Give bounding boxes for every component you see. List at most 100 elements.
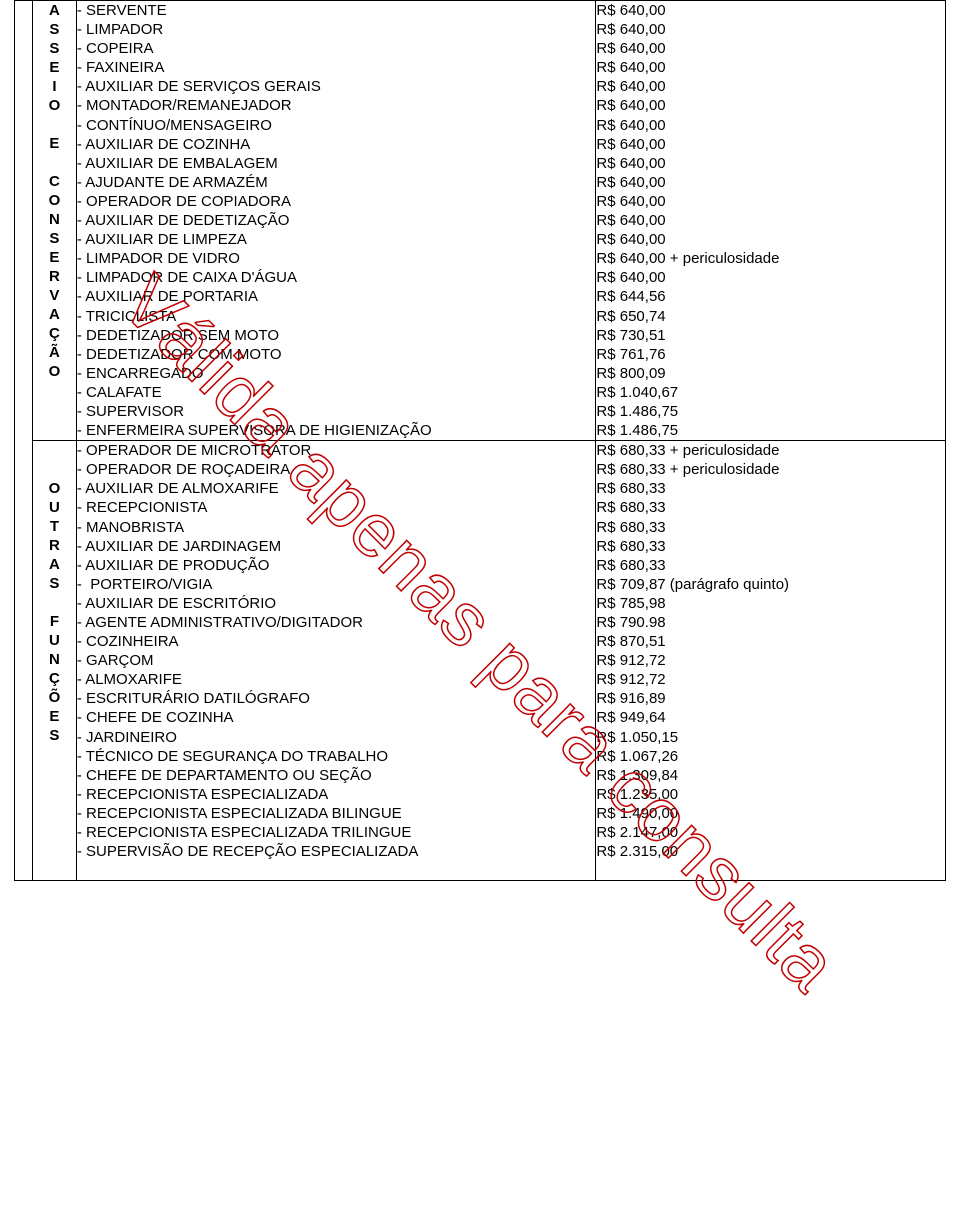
job-label: - RECEPCIONISTA ESPECIALIZADA BILINGUE: [77, 804, 596, 823]
salary-value: R$ 912,72: [596, 670, 945, 689]
salary-value: R$ 640,00: [596, 135, 945, 154]
job-label: - CHEFE DE DEPARTAMENTO OU SEÇÃO: [77, 766, 596, 785]
category-letter: E: [33, 248, 76, 267]
category-letter: N: [33, 650, 76, 669]
job-label: - RECEPCIONISTA: [77, 498, 596, 517]
job-label: - ENCARREGADO: [77, 364, 596, 383]
values-cell-1: R$ 640,00R$ 640,00R$ 640,00R$ 640,00R$ 6…: [596, 1, 946, 441]
salary-value: R$ 2.147,00: [596, 823, 945, 842]
category-letter: C: [33, 172, 76, 191]
salary-value: R$ 640,00: [596, 39, 945, 58]
job-label: - MONTADOR/REMANEJADOR: [77, 96, 596, 115]
category-letter: A: [33, 1, 76, 20]
salary-value: R$ 2.315,00: [596, 842, 945, 861]
job-label: - OPERADOR DE COPIADORA: [77, 192, 596, 211]
job-label: - COPEIRA: [77, 39, 596, 58]
job-label: - SERVENTE: [77, 1, 596, 20]
left-gutter-cell: [15, 1, 33, 881]
job-label: - MANOBRISTA: [77, 518, 596, 537]
salary-value: R$ 640,00: [596, 1, 945, 20]
category-letter: A: [33, 305, 76, 324]
salary-value: R$ 640,00: [596, 268, 945, 287]
salary-value: R$ 870,51: [596, 632, 945, 651]
salary-value: R$ 640,00: [596, 58, 945, 77]
values-cell-2: R$ 680,33 + periculosidadeR$ 680,33 + pe…: [596, 441, 946, 881]
job-label: - AGENTE ADMINISTRATIVO/DIGITADOR: [77, 613, 596, 632]
job-label: - COZINHEIRA: [77, 632, 596, 651]
salary-value: R$ 1.486,75: [596, 402, 945, 421]
salary-value: R$ 644,56: [596, 287, 945, 306]
category-cell-1: ASSEIO E CONSERVAÇÃO: [32, 1, 76, 441]
salary-value: R$ 640,00: [596, 230, 945, 249]
category-letter: S: [33, 20, 76, 39]
category-letter: S: [33, 39, 76, 58]
salary-value: R$ 640,00: [596, 77, 945, 96]
job-label: - TÉCNICO DE SEGURANÇA DO TRABALHO: [77, 747, 596, 766]
job-label: - LIMPADOR DE CAIXA D'ÁGUA: [77, 268, 596, 287]
salary-value: R$ 680,33 + periculosidade: [596, 441, 945, 460]
category-letter: [33, 115, 76, 134]
salary-table: ASSEIO E CONSERVAÇÃO - SERVENTE- LIMPADO…: [14, 0, 946, 881]
category-letter: E: [33, 58, 76, 77]
category-letter: Ã: [33, 343, 76, 362]
salary-value: R$ 680,33: [596, 518, 945, 537]
job-label: - TRICICLISTA: [77, 307, 596, 326]
salary-value: R$ 912,72: [596, 651, 945, 670]
category-letter: U: [33, 498, 76, 517]
job-label: - AUXILIAR DE COZINHA: [77, 135, 596, 154]
category-letter: O: [33, 191, 76, 210]
category-letter: V: [33, 286, 76, 305]
job-label: - CONTÍNUO/MENSAGEIRO: [77, 116, 596, 135]
category-letter: [33, 153, 76, 172]
salary-value: R$ 1.309,84: [596, 766, 945, 785]
job-label: - AUXILIAR DE PRODUÇÃO: [77, 556, 596, 575]
job-label: - SUPERVISOR: [77, 402, 596, 421]
job-label: - SUPERVISÃO DE RECEPÇÃO ESPECIALIZADA: [77, 842, 596, 861]
job-label: - AJUDANTE DE ARMAZÉM: [77, 173, 596, 192]
job-label: - LIMPADOR DE VIDRO: [77, 249, 596, 268]
salary-value: R$ 709,87 (parágrafo quinto): [596, 575, 945, 594]
salary-value: R$ 761,76: [596, 345, 945, 364]
jobs-cell-2: - OPERADOR DE MICROTRATOR- OPERADOR DE R…: [76, 441, 596, 881]
category-letter: S: [33, 229, 76, 248]
job-label: - ESCRITURÁRIO DATILÓGRAFO: [77, 689, 596, 708]
salary-value: R$ 680,33 + periculosidade: [596, 460, 945, 479]
job-label: - AUXILIAR DE ALMOXARIFE: [77, 479, 596, 498]
job-label: - AUXILIAR DE SERVIÇOS GERAIS: [77, 77, 596, 96]
job-label: - PORTEIRO/VIGIA: [77, 575, 596, 594]
salary-value: R$ 640,00: [596, 173, 945, 192]
category-letter: O: [33, 96, 76, 115]
job-label: - AUXILIAR DE LIMPEZA: [77, 230, 596, 249]
salary-value: R$ 640,00: [596, 211, 945, 230]
category-letter: I: [33, 77, 76, 96]
category-letter: S: [33, 574, 76, 593]
category-letter: A: [33, 555, 76, 574]
job-label: - ENFERMEIRA SUPERVISORA DE HIGIENIZAÇÃO: [77, 421, 596, 440]
category-letter: Ç: [33, 324, 76, 343]
salary-value: R$ 1.490,00: [596, 804, 945, 823]
salary-value: R$ 640,00: [596, 20, 945, 39]
category-letter: R: [33, 536, 76, 555]
job-label: - AUXILIAR DE ESCRITÓRIO: [77, 594, 596, 613]
salary-value: R$ 650,74: [596, 307, 945, 326]
salary-value: R$ 1.040,67: [596, 383, 945, 402]
jobs-cell-1: - SERVENTE- LIMPADOR- COPEIRA- FAXINEIRA…: [76, 1, 596, 441]
category-letter: S: [33, 726, 76, 745]
job-label: - GARÇOM: [77, 651, 596, 670]
job-label: - OPERADOR DE ROÇADEIRA: [77, 460, 596, 479]
job-label: - CHEFE DE COZINHA: [77, 708, 596, 727]
salary-value: R$ 640,00: [596, 116, 945, 135]
job-label: - AUXILIAR DE PORTARIA: [77, 287, 596, 306]
category-letter: Õ: [33, 688, 76, 707]
category-label-1: ASSEIO E CONSERVAÇÃO: [33, 1, 76, 381]
category-letter: O: [33, 479, 76, 498]
salary-value: R$ 916,89: [596, 689, 945, 708]
job-label: - RECEPCIONISTA ESPECIALIZADA TRILINGUE: [77, 823, 596, 842]
job-label: - FAXINEIRA: [77, 58, 596, 77]
salary-value: R$ 949,64: [596, 708, 945, 727]
salary-value: R$ 680,33: [596, 479, 945, 498]
category-letter: T: [33, 517, 76, 536]
salary-value: R$ 680,33: [596, 556, 945, 575]
category-letter: E: [33, 707, 76, 726]
salary-value: R$ 640,00 + periculosidade: [596, 249, 945, 268]
